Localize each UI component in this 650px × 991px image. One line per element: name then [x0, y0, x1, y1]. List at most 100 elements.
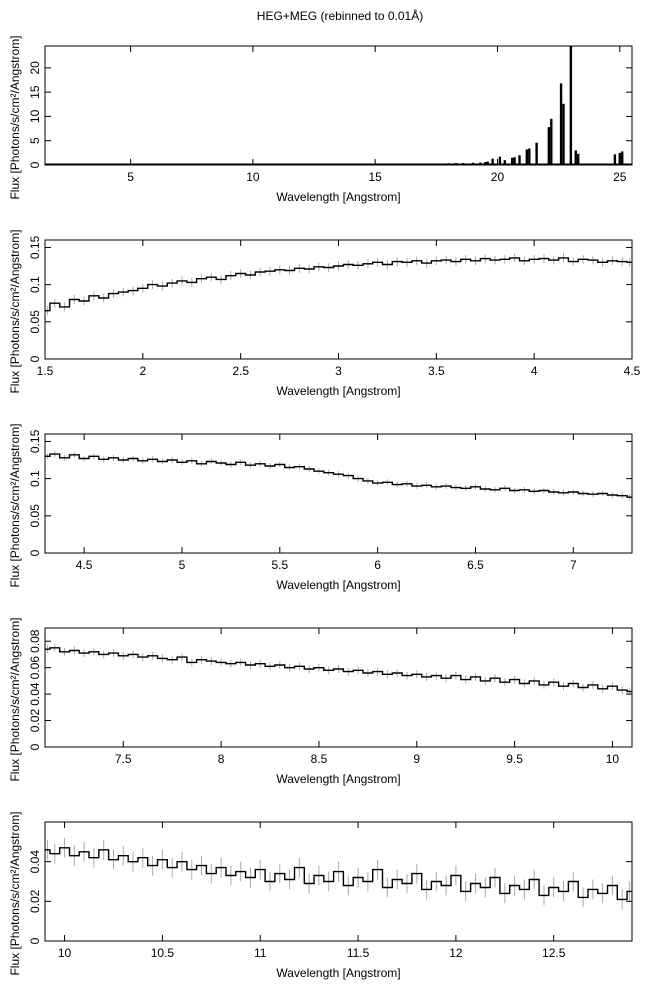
- emission-line: [550, 118, 553, 165]
- y-tick-label: 0.06: [28, 656, 42, 680]
- chart-title: HEG+MEG (rebinned to 0.01Å): [256, 9, 424, 23]
- emission-line: [525, 149, 529, 165]
- x-tick-label: 8: [218, 752, 225, 766]
- spectrum-line: [45, 647, 632, 693]
- x-tick-label: 25: [613, 170, 627, 184]
- emission-line: [574, 150, 577, 165]
- panel-4: 7.5 8 8.5 9 9.5 10 0 0.02 0.04 0.06 0.08 Wavelength…: [8, 617, 633, 786]
- x-tick-label: 10: [58, 946, 72, 960]
- x-tick-label: 11.5: [347, 946, 370, 960]
- x-tick-label: 6: [374, 558, 381, 572]
- emission-line: [535, 142, 538, 165]
- emission-line: [613, 154, 617, 165]
- y-axis-label: Flux [Photons/s/cm²/Angstrom]: [8, 423, 22, 587]
- emission-line: [454, 163, 458, 165]
- x-tick-label: 3.5: [428, 364, 445, 378]
- x-tick-label: 2.5: [232, 364, 249, 378]
- y-axis-label: Flux [Photons/s/cm²/Angstrom]: [8, 35, 22, 199]
- plot-frame: [44, 821, 633, 942]
- y-tick-label: 0: [28, 549, 42, 556]
- panel-1: 5 10 15 20 25 0 5 10 15 20 Wavelength [Angstrom] Fl…: [8, 35, 633, 204]
- y-tick-label: 0: [28, 161, 42, 168]
- y-axis-label: Flux [Photons/s/cm²/Angstrom]: [8, 811, 22, 975]
- x-tick-label: 12: [449, 946, 463, 960]
- emission-line: [569, 46, 573, 165]
- emission-line: [437, 163, 440, 165]
- spectrum-line: [45, 257, 632, 312]
- panel-3: 4.5 5 5.5 6 6.5 7 0 0.05 0.1 0.15 Wavelength [Angs…: [8, 423, 633, 592]
- x-tick-label: 2: [139, 364, 146, 378]
- emission-line: [503, 160, 507, 165]
- y-axis-label: Flux [Photons/s/cm²/Angstrom]: [8, 229, 22, 393]
- y-axis-label: Flux [Photons/s/cm²/Angstrom]: [8, 617, 22, 781]
- y-tick-label: 0.1: [28, 470, 42, 487]
- x-tick-label: 11: [254, 946, 267, 960]
- y-tick-label: 0.1: [28, 276, 42, 293]
- x-tick-label: 9: [413, 752, 420, 766]
- x-tick-label: 1.5: [37, 364, 54, 378]
- emission-line: [447, 163, 450, 165]
- x-tick-label: 3: [335, 364, 342, 378]
- x-tick-label: 5: [127, 170, 134, 184]
- emission-line: [484, 162, 487, 165]
- emission-line: [621, 151, 624, 165]
- plot-frame: [44, 627, 633, 748]
- error-bars: [46, 253, 631, 316]
- y-tick-label: 0.02: [28, 889, 42, 913]
- emission-line: [471, 162, 475, 165]
- y-tick-label: 0.02: [28, 709, 42, 733]
- x-tick-label: 10: [606, 752, 620, 766]
- emission-line: [479, 162, 482, 165]
- y-tick-label: 0.04: [28, 682, 42, 706]
- emission-line: [518, 155, 521, 165]
- x-tick-label: 10.5: [151, 946, 175, 960]
- y-tick-label: 0.08: [28, 629, 42, 653]
- x-tick-label: 6.5: [467, 558, 484, 572]
- x-tick-label: 12.5: [542, 946, 566, 960]
- y-tick-label: 0: [28, 937, 42, 944]
- spectrum-line: [45, 847, 632, 901]
- x-tick-label: 8.5: [311, 752, 328, 766]
- spectrum-line: [45, 453, 632, 498]
- emission-line: [462, 163, 465, 165]
- plot-frame: [44, 45, 633, 166]
- x-tick-label: 9.5: [506, 752, 523, 766]
- y-tick-label: 15: [28, 85, 42, 99]
- x-axis-label: Wavelength [Angstrom]: [276, 578, 400, 592]
- emission-line: [491, 158, 494, 165]
- emission-line: [562, 103, 565, 165]
- emission-line: [486, 161, 489, 165]
- x-tick-label: 4.5: [624, 364, 641, 378]
- x-axis-label: Wavelength [Angstrom]: [276, 190, 400, 204]
- y-tick-label: 0.05: [28, 310, 42, 334]
- y-tick-label: 0.15: [28, 429, 42, 453]
- x-axis-label: Wavelength [Angstrom]: [276, 772, 400, 786]
- y-tick-label: 0: [28, 355, 42, 362]
- y-tick-label: 0.05: [28, 504, 42, 528]
- x-tick-label: 7.5: [115, 752, 132, 766]
- emission-line: [547, 127, 551, 165]
- emission-line: [510, 157, 514, 165]
- x-tick-label: 4.5: [76, 558, 93, 572]
- x-tick-label: 20: [491, 170, 505, 184]
- plot-frame: [44, 433, 633, 554]
- y-tick-label: 5: [28, 137, 42, 144]
- emission-line: [498, 156, 502, 165]
- x-axis-label: Wavelength [Angstrom]: [276, 384, 400, 398]
- y-tick-label: 0: [28, 743, 42, 750]
- x-tick-label: 10: [246, 170, 260, 184]
- x-tick-label: 5.5: [271, 558, 288, 572]
- x-tick-label: 5: [179, 558, 186, 572]
- x-tick-label: 4: [531, 364, 538, 378]
- y-tick-label: 10: [28, 109, 42, 123]
- y-tick-label: 20: [28, 61, 42, 75]
- panel-5: 10 10.5 11 11.5 12 12.5 0 0.02 0.04 Wavelength [A…: [8, 811, 633, 980]
- y-tick-label: 0.04: [28, 850, 42, 874]
- x-tick-label: 15: [369, 170, 383, 184]
- emission-line: [513, 157, 516, 165]
- emission-line: [528, 148, 531, 165]
- y-tick-label: 0.15: [28, 235, 42, 259]
- emission-line: [618, 152, 621, 165]
